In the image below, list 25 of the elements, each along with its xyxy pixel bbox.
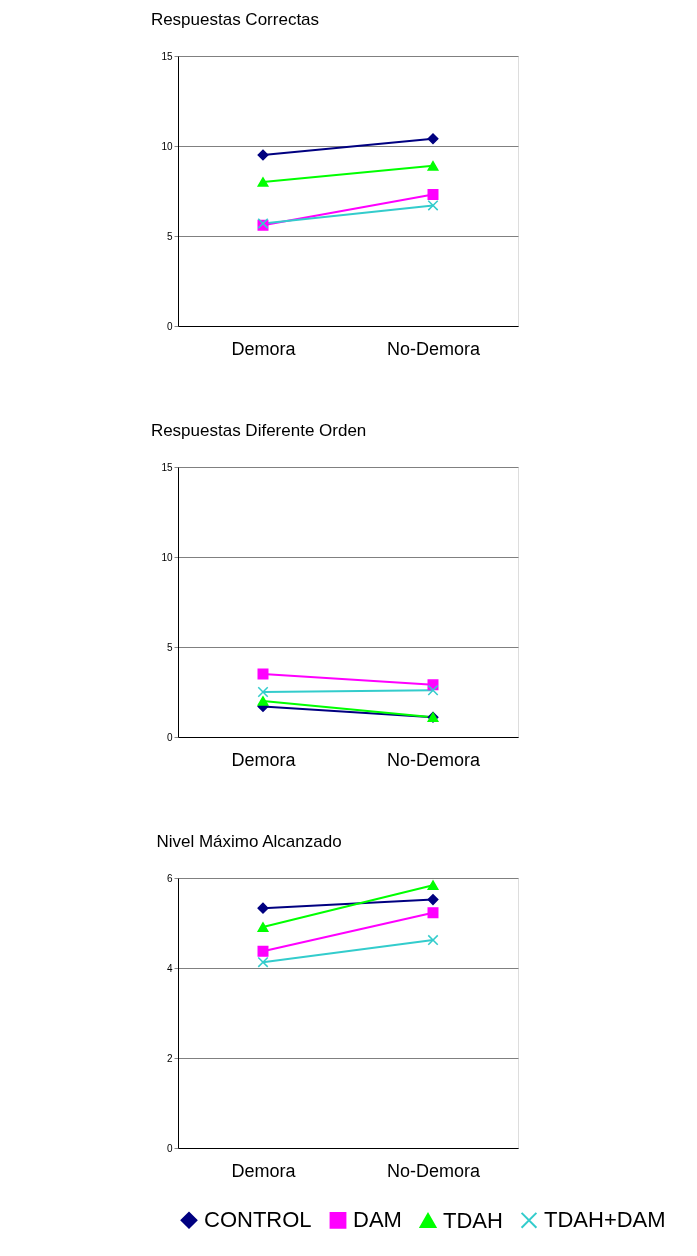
x-tick-label: Demora: [231, 749, 297, 770]
chart-title: Respuestas Diferente Orden: [150, 421, 367, 440]
legend-label: DAM: [353, 1207, 402, 1233]
x-tick-label: Demora: [231, 1160, 297, 1181]
y-tick-label: 0: [166, 731, 173, 743]
legend-label: TDAH+DAM: [544, 1207, 666, 1233]
legend-label: CONTROL: [204, 1207, 312, 1233]
x-tick-label: Demora: [231, 338, 297, 359]
x-tick-label: No-Demora: [386, 338, 481, 359]
y-tick-label: 2: [166, 1052, 173, 1064]
y-tick-label: 0: [166, 320, 173, 332]
y-tick-label: 10: [161, 140, 173, 152]
x-tick-label: No-Demora: [386, 749, 481, 770]
y-tick-label: 4: [166, 962, 173, 974]
y-tick-label: 15: [161, 50, 173, 62]
y-tick-label: 6: [166, 872, 173, 884]
y-tick-label: 15: [161, 461, 173, 473]
x-tick-label: No-Demora: [386, 1160, 481, 1181]
y-tick-label: 5: [166, 641, 173, 653]
chart-title: Respuestas Correctas: [150, 10, 320, 29]
y-tick-label: 10: [161, 551, 173, 563]
y-tick-label: 5: [166, 230, 173, 242]
y-tick-label: 0: [166, 1142, 173, 1154]
legend-label: TDAH: [443, 1207, 503, 1233]
chart-title: Nivel Máximo Alcanzado: [156, 832, 342, 851]
